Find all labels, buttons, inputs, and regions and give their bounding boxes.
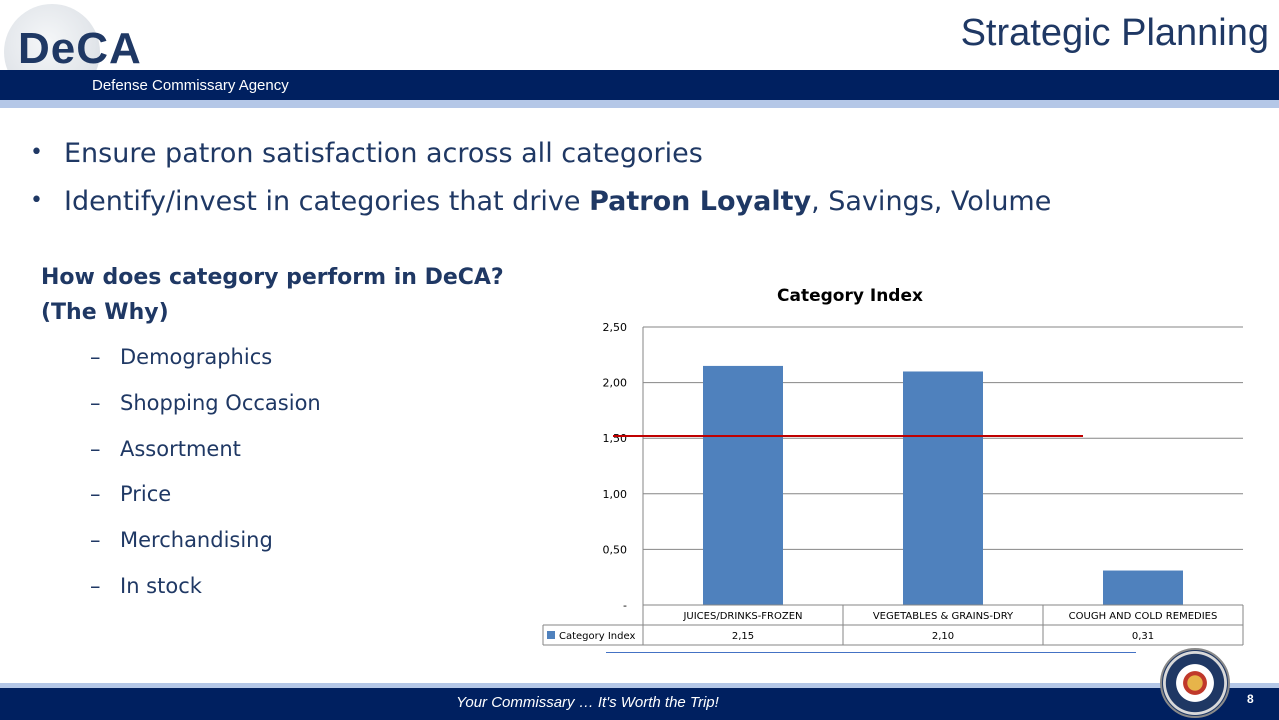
y-tick-label: -	[623, 599, 627, 612]
question-line: How does category perform in DeCA?	[41, 265, 504, 290]
agency-name: Defense Commissary Agency	[92, 77, 289, 94]
y-tick-label: 2,50	[603, 321, 628, 334]
dash-icon: –	[90, 482, 101, 507]
dash-icon: –	[90, 573, 101, 598]
factor-item: – Demographics	[90, 345, 321, 391]
dash-icon: –	[90, 390, 101, 415]
factor-list: – Demographics – Shopping Occasion – Assort…	[90, 345, 321, 620]
question-heading: How does category perform in DeCA? (The …	[41, 260, 504, 330]
footer-tagline: Your Commissary … It's Worth the Trip!	[456, 694, 719, 711]
footer-bar	[0, 688, 1279, 720]
question-subline: (The Why)	[41, 300, 169, 325]
data-label: 2,15	[732, 631, 754, 642]
page-number: 8	[1247, 692, 1254, 706]
header-accent-stripe	[0, 100, 1279, 108]
factor-item: – Merchandising	[90, 528, 321, 574]
factor-label: Shopping Occasion	[120, 390, 321, 415]
bullet-emphasis: Patron Loyalty	[589, 186, 812, 217]
factor-item: – Shopping Occasion	[90, 391, 321, 437]
factor-label: Demographics	[120, 345, 273, 369]
bullet-dot-icon: •	[30, 140, 43, 165]
y-tick-label: 1,50	[603, 432, 628, 445]
factor-item: – In stock	[90, 574, 321, 620]
bar	[1103, 570, 1183, 605]
factor-label: Merchandising	[120, 528, 273, 553]
bullet-text: , Savings, Volume	[811, 186, 1052, 217]
factor-item: – Assortment	[90, 437, 321, 483]
footer-accent-stripe	[0, 683, 1279, 688]
factor-label: Assortment	[120, 436, 241, 461]
category-index-chart: - 0,50 1,00 1,50 2,00 2,50 JUICES/DRINKS-FROZE…	[542, 321, 1244, 646]
bullet-item: • Identify/invest in categories that driv…	[30, 186, 1051, 217]
factor-label: In stock	[120, 573, 202, 598]
dash-icon: –	[90, 436, 101, 461]
y-tick-label: 0,50	[603, 543, 628, 556]
bullet-dot-icon: •	[30, 188, 43, 213]
y-tick-label: 2,00	[603, 377, 628, 390]
deca-seal-icon	[1160, 648, 1230, 718]
factor-label: Price	[120, 482, 172, 507]
bar	[903, 371, 983, 605]
chart-divider	[606, 652, 1136, 653]
y-tick-label: 1,00	[603, 488, 628, 501]
bar	[703, 365, 783, 605]
category-label: COUGH AND COLD REMEDIES	[1069, 611, 1218, 622]
bullet-text: Identify/invest in categories that drive	[64, 186, 590, 217]
header-bar	[0, 70, 1279, 100]
data-label: 2,10	[932, 631, 954, 642]
chart-title: Category Index	[777, 286, 923, 306]
legend-label: Category Index	[559, 631, 635, 642]
main-bullet-list: • Ensure patron satisfaction across all c…	[30, 138, 1051, 234]
dash-icon: –	[90, 345, 101, 369]
data-label: 0,31	[1132, 631, 1154, 642]
legend-swatch	[547, 631, 555, 639]
deca-logo: DeCA	[18, 24, 142, 73]
bullet-text: Ensure patron satisfaction across all ca…	[64, 138, 703, 169]
slide-title: Strategic Planning	[960, 12, 1269, 54]
category-label: VEGETABLES & GRAINS-DRY	[873, 611, 1014, 622]
dash-icon: –	[90, 528, 101, 553]
category-label: JUICES/DRINKS-FROZEN	[682, 611, 802, 622]
factor-item: – Price	[90, 482, 321, 528]
bullet-item: • Ensure patron satisfaction across all c…	[30, 138, 1051, 169]
